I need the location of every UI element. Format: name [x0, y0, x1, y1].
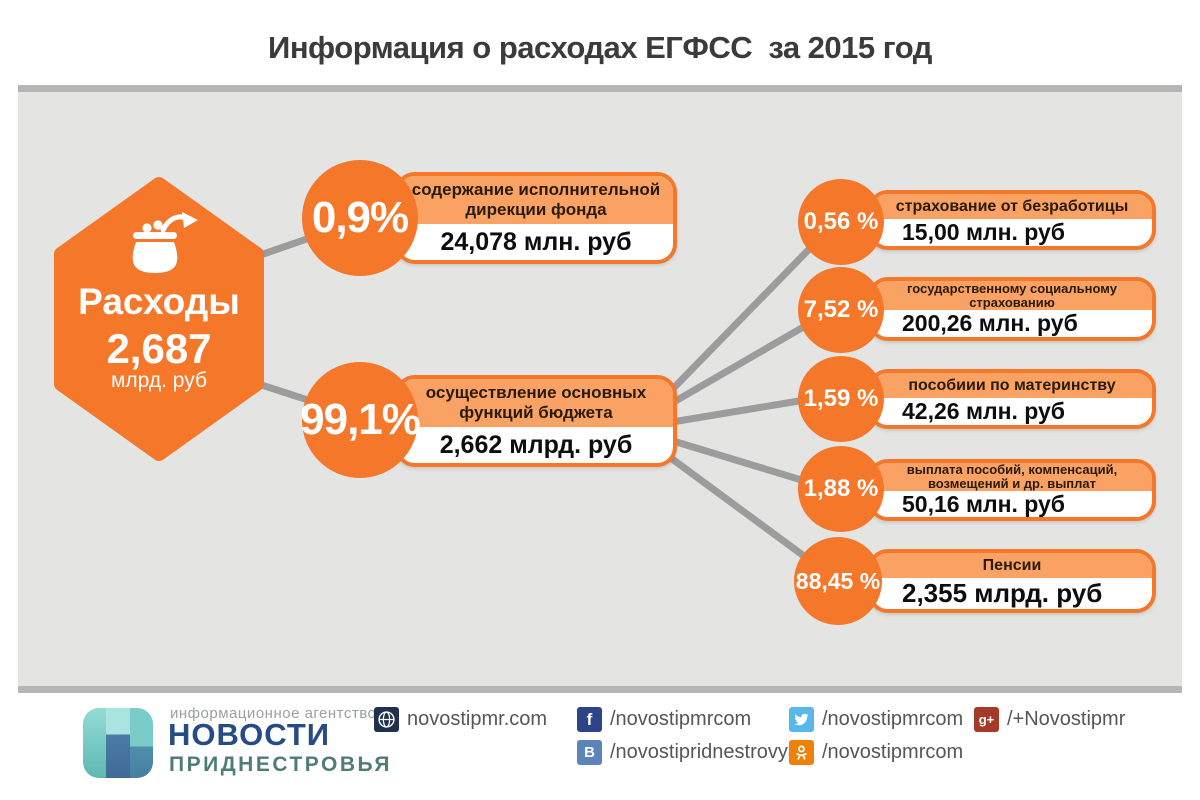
gplus-link-text: /+Novostipmr: [1007, 708, 1126, 730]
google-plus-icon: g+: [974, 707, 999, 732]
percent-node-unemployment: 0,56 %: [798, 179, 884, 265]
percent-node-benefits: 1,88 %: [798, 446, 884, 532]
percent-node-maternity: 1,59 %: [798, 356, 884, 442]
root-unit: млрд. руб: [110, 369, 208, 392]
page-title: Информация о расходах ЕГФСС за 2015 год: [268, 30, 932, 65]
leaf-value: 200,26 млн. руб: [902, 310, 1078, 336]
agency-name: НОВОСТИ: [168, 717, 331, 752]
root-value: 2,687: [106, 325, 212, 372]
leaf-value: 2,355 млрд. руб: [902, 578, 1103, 608]
website-link-text: novostipmr.com: [407, 708, 548, 730]
leaf-title: государственному социальному страхованию: [872, 281, 1152, 310]
leaf-box-unemployment: страхование от безработицы 15,00 млн. ру…: [868, 190, 1156, 250]
facebook-icon: f: [577, 707, 602, 732]
leaf-box-pensions: Пенсии 2,355 млрд. руб: [868, 549, 1156, 613]
branch-box-main-functions: осуществление основных функций бюджета 2…: [395, 375, 677, 467]
vk-link-text: /novostipridnestrovya: [610, 741, 799, 763]
facebook-link-text: /novostipmrcom: [610, 708, 752, 730]
vk-icon: B: [577, 740, 602, 765]
twitter-link-text: /novostipmrcom: [822, 708, 964, 730]
leaf-title: выплата пособий, компенсаций, возмещений…: [872, 463, 1152, 491]
odnoklassniki-icon: [789, 740, 814, 765]
leaf-value: 15,00 млн. руб: [902, 219, 1065, 245]
percent-node-directorate: 0,9%: [302, 160, 418, 276]
root-node-expenses: Расходы 2,687 млрд. руб: [53, 176, 265, 462]
percent-node-main-functions: 99,1%: [300, 362, 421, 478]
leaf-box-social-insurance: государственному социальному страхованию…: [868, 277, 1156, 341]
purse-icon: [132, 212, 198, 273]
globe-icon: [374, 707, 399, 732]
leaf-title: пособиии по материнству: [872, 373, 1152, 398]
twitter-icon: [789, 707, 814, 732]
website-link[interactable]: novostipmr.com: [374, 707, 547, 732]
root-label: Расходы: [78, 281, 240, 322]
ok-link-text: /novostipmrcom: [822, 741, 964, 763]
twitter-link[interactable]: /novostipmrcom: [789, 707, 963, 732]
agency-tagline: информационное агентство: [170, 705, 377, 722]
vk-link[interactable]: B /novostipridnestrovya: [577, 740, 799, 765]
branch-box-directorate: содержание исполнительной дирекции фонда…: [395, 172, 677, 264]
leaf-box-benefits: выплата пособий, компенсаций, возмещений…: [868, 459, 1156, 521]
diagram-panel: Расходы 2,687 млрд. руб 0,9% содержание …: [18, 85, 1182, 693]
leaf-title: страхование от безработицы: [872, 194, 1152, 219]
leaf-value: 42,26 млн. руб: [902, 398, 1065, 424]
leaf-box-maternity: пособиии по материнству 42,26 млн. руб: [868, 369, 1156, 429]
percent-node-pensions: 88,45 %: [794, 537, 882, 625]
percent-node-social-insurance: 7,52 %: [798, 267, 884, 353]
facebook-link[interactable]: f /novostipmrcom: [577, 707, 751, 732]
leaf-title: Пенсии: [872, 553, 1152, 578]
branch-title: осуществление основных функций бюджета: [399, 379, 673, 427]
branch-title: содержание исполнительной дирекции фонда: [399, 176, 673, 224]
branch-value: 2,662 млрд. руб: [439, 430, 633, 459]
agency-name-sub: ПРИДНЕСТРОВЬЯ: [169, 753, 392, 776]
ok-link[interactable]: /novostipmrcom: [789, 740, 963, 765]
root-node-content: Расходы 2,687 млрд. руб: [53, 212, 265, 393]
branch-value: 24,078 млн. руб: [440, 227, 632, 256]
agency-logo: [83, 708, 153, 778]
leaf-value: 50,16 млн. руб: [902, 491, 1065, 517]
gplus-link[interactable]: g+ /+Novostipmr: [974, 707, 1125, 732]
hexagon-shape: [54, 177, 264, 461]
